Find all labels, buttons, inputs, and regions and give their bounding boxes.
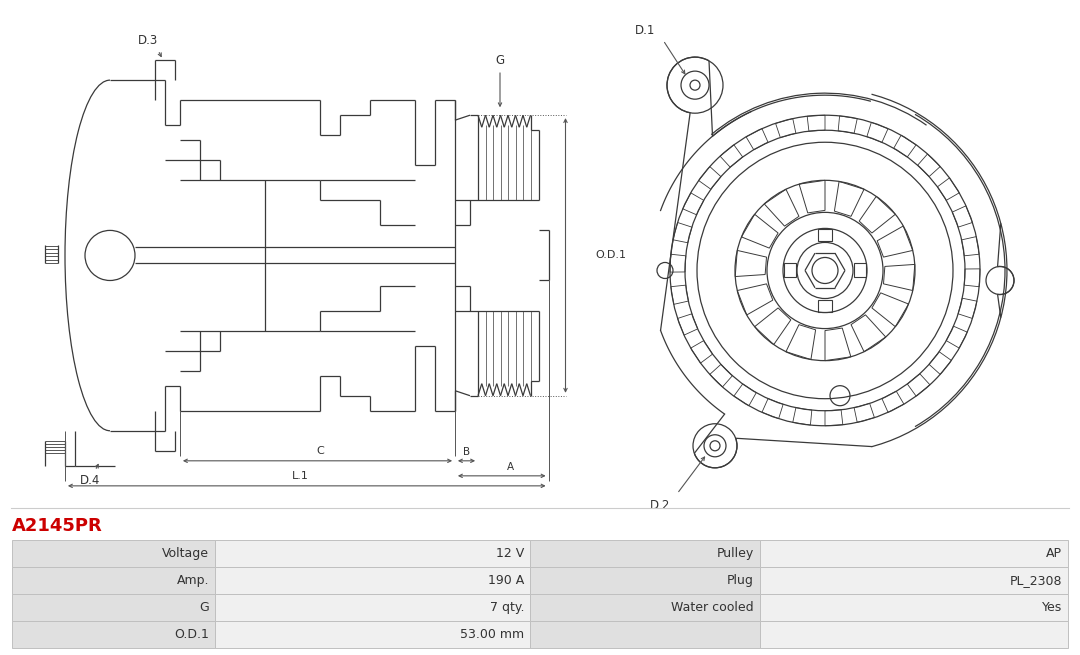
Text: G: G bbox=[199, 601, 210, 614]
Text: L.1: L.1 bbox=[292, 471, 309, 481]
Bar bbox=[12, 621, 215, 648]
Bar bbox=[12, 540, 215, 567]
Text: Yes: Yes bbox=[1042, 601, 1062, 614]
Text: D.1: D.1 bbox=[635, 24, 656, 37]
Bar bbox=[760, 567, 1068, 594]
Text: 12 V: 12 V bbox=[496, 547, 524, 560]
Text: Plug: Plug bbox=[727, 574, 754, 587]
Text: C: C bbox=[316, 446, 324, 456]
Bar bbox=[215, 567, 530, 594]
Text: B: B bbox=[463, 447, 471, 457]
Text: Pulley: Pulley bbox=[717, 547, 754, 560]
Text: D.4: D.4 bbox=[80, 474, 100, 487]
Text: O.D.1: O.D.1 bbox=[595, 250, 626, 261]
Text: 190 A: 190 A bbox=[488, 574, 524, 587]
Text: D.2: D.2 bbox=[650, 499, 671, 512]
Bar bbox=[760, 540, 1068, 567]
Text: O.D.1: O.D.1 bbox=[174, 628, 210, 641]
Bar bbox=[760, 621, 1068, 648]
Bar bbox=[12, 567, 215, 594]
Text: 7 qty.: 7 qty. bbox=[489, 601, 524, 614]
Text: Amp.: Amp. bbox=[176, 574, 210, 587]
Text: Water cooled: Water cooled bbox=[672, 601, 754, 614]
Text: 53.00 mm: 53.00 mm bbox=[460, 628, 524, 641]
Bar bbox=[530, 567, 760, 594]
Text: A: A bbox=[507, 462, 514, 472]
Text: PL_2308: PL_2308 bbox=[1010, 574, 1062, 587]
Text: A2145PR: A2145PR bbox=[12, 517, 103, 534]
Bar bbox=[215, 621, 530, 648]
Text: Voltage: Voltage bbox=[162, 547, 210, 560]
Bar bbox=[530, 621, 760, 648]
Text: G: G bbox=[496, 54, 504, 67]
Bar bbox=[12, 594, 215, 621]
Bar bbox=[760, 594, 1068, 621]
Text: AP: AP bbox=[1047, 547, 1062, 560]
Bar bbox=[215, 540, 530, 567]
Bar bbox=[215, 594, 530, 621]
Bar bbox=[530, 594, 760, 621]
Bar bbox=[530, 540, 760, 567]
Text: D.3: D.3 bbox=[138, 33, 158, 47]
